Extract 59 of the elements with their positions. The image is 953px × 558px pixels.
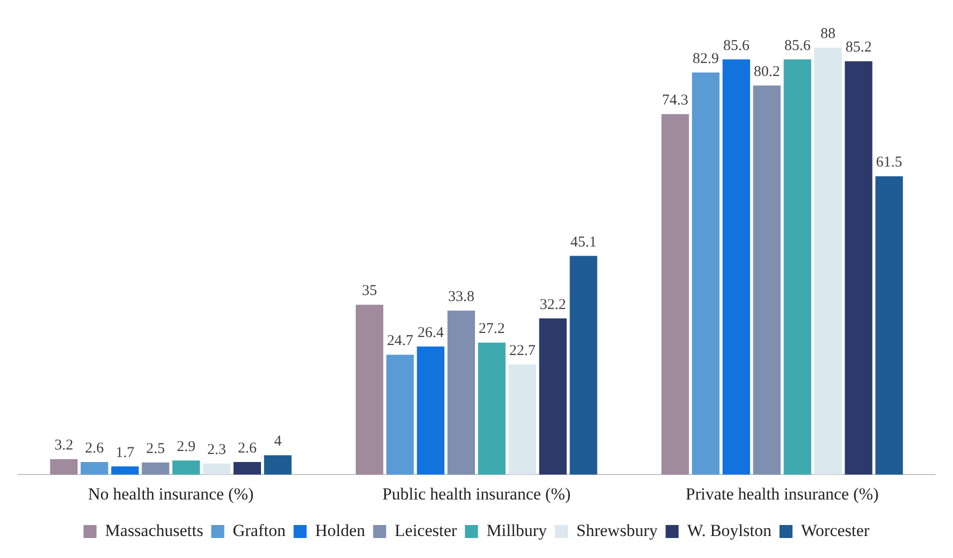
bar bbox=[233, 462, 262, 475]
data-label: 85.6 bbox=[784, 38, 812, 54]
data-label: 27.2 bbox=[478, 321, 505, 338]
bar bbox=[722, 59, 750, 475]
legend-label: Massachusetts bbox=[105, 520, 204, 540]
bar bbox=[875, 176, 903, 475]
data-label: 74.3 bbox=[662, 92, 688, 109]
bar bbox=[142, 462, 170, 475]
legend-label: Shrewsbury bbox=[576, 520, 658, 540]
bar bbox=[416, 346, 444, 475]
data-label: 26.4 bbox=[418, 324, 444, 341]
legend-label: W. Boylston bbox=[687, 520, 772, 540]
bar bbox=[570, 256, 598, 475]
data-label: 3.2 bbox=[54, 438, 74, 454]
data-label: 80.2 bbox=[754, 64, 780, 80]
data-label: 22.7 bbox=[509, 342, 536, 359]
bar bbox=[784, 59, 812, 475]
bar bbox=[356, 304, 384, 475]
bar bbox=[80, 462, 108, 475]
bar bbox=[753, 86, 781, 475]
x-tick-label: No health insurance (%) bbox=[88, 484, 254, 504]
bar bbox=[539, 318, 567, 475]
data-label: 45.1 bbox=[570, 234, 597, 250]
data-label: 24.7 bbox=[386, 333, 414, 350]
legend-label: Millbury bbox=[486, 520, 548, 540]
data-label: 33.8 bbox=[448, 289, 474, 306]
bar bbox=[386, 354, 414, 475]
data-label: 4 bbox=[274, 434, 282, 450]
data-label: 88 bbox=[820, 26, 836, 42]
bar bbox=[844, 61, 872, 475]
data-label: 2.6 bbox=[85, 440, 104, 456]
bar bbox=[508, 364, 536, 475]
data-label: 85.6 bbox=[723, 38, 750, 54]
data-label: 35 bbox=[362, 283, 378, 300]
bar bbox=[692, 72, 720, 475]
bar bbox=[202, 463, 230, 475]
bar bbox=[478, 342, 506, 475]
x-tick-label: Public health insurance (%) bbox=[382, 484, 571, 504]
bar bbox=[447, 310, 475, 475]
data-label: 61.5 bbox=[876, 154, 902, 171]
data-label: 1.7 bbox=[116, 444, 135, 461]
x-tick-label: Private health insurance (%) bbox=[686, 484, 879, 504]
bar bbox=[50, 459, 78, 475]
data-label: 85.2 bbox=[845, 40, 872, 56]
bar bbox=[661, 114, 689, 475]
data-label: 2.9 bbox=[176, 438, 196, 455]
legend-label: Leicester bbox=[394, 520, 458, 540]
bar bbox=[172, 460, 200, 475]
data-label: 32.2 bbox=[540, 296, 566, 313]
bar bbox=[111, 466, 139, 475]
data-label: 2.5 bbox=[146, 440, 165, 457]
data-label: 2.6 bbox=[238, 440, 258, 456]
data-label: 82.9 bbox=[692, 50, 719, 67]
data-label: 2.3 bbox=[207, 442, 226, 458]
legend-label: Grafton bbox=[232, 520, 286, 540]
bar bbox=[264, 455, 292, 475]
legend-label: Holden bbox=[315, 520, 366, 540]
bar bbox=[814, 48, 842, 475]
legend-label: Worcester bbox=[800, 520, 870, 540]
